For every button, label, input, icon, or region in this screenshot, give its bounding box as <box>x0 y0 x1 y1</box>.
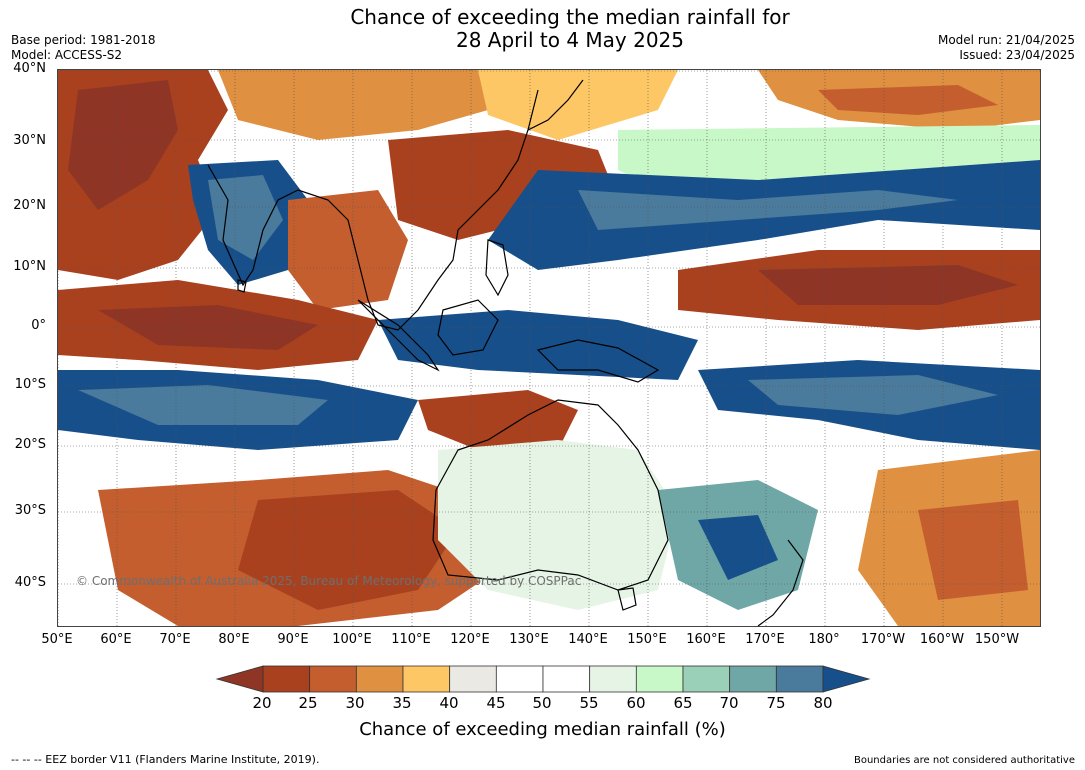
colorbar-segment <box>635 665 684 693</box>
colorbar-below-arrow <box>215 665 264 693</box>
lat-label-20n: 20°N <box>13 198 46 213</box>
colorbar-label: Chance of exceeding median rainfall (%) <box>359 719 726 740</box>
lon-label-80e: 80°E <box>218 632 250 647</box>
base-period: Base period: 1981-2018 <box>11 33 156 47</box>
colorbar-tick: 35 <box>392 694 412 712</box>
copyright-notice: © Commonwealth of Australia 2025, Bureau… <box>76 574 582 588</box>
issued-date: Issued: 23/04/2025 <box>959 48 1075 62</box>
australia-coastline <box>432 399 669 591</box>
lon-label-140e: 140°E <box>568 632 608 647</box>
lon-label-70e: 70°E <box>159 632 191 647</box>
lon-label-160e: 160°E <box>686 632 726 647</box>
lon-label-100e: 100°E <box>332 632 372 647</box>
colorbar-tick: 40 <box>439 694 459 712</box>
colorbar-segment <box>355 665 404 693</box>
colorbar-tick: 80 <box>813 694 833 712</box>
rainfall-field <box>58 70 1040 626</box>
colorbar-tick: 50 <box>532 694 552 712</box>
colorbar-tick: 75 <box>766 694 786 712</box>
lon-label-60e: 60°E <box>100 632 132 647</box>
lat-label-30s: 30°S <box>14 503 46 518</box>
map-title-line1: Chance of exceeding the median rainfall … <box>350 5 790 29</box>
lat-label-40s: 40°S <box>14 575 46 590</box>
colorbar-tick: 30 <box>345 694 365 712</box>
new-zealand-coastline <box>757 539 804 626</box>
sumatra-coastline <box>357 299 440 372</box>
colorbar-segment <box>309 665 357 693</box>
model-run: Model run: 21/04/2025 <box>937 33 1075 47</box>
philippines-coastline <box>485 239 509 297</box>
colorbar-segment <box>682 665 731 693</box>
colorbar-segment <box>775 665 824 693</box>
lon-label-50e: 50°E <box>41 632 73 647</box>
model-name: Model: ACCESS-S2 <box>11 48 123 62</box>
lat-label-10s: 10°S <box>14 377 46 392</box>
lat-label-30n: 30°N <box>13 133 46 148</box>
colorbar-tick: 65 <box>673 694 693 712</box>
japan-coastline <box>527 79 584 131</box>
tasmania-coastline <box>617 587 637 611</box>
colorbar-segment <box>402 665 451 693</box>
boundary-disclaimer: Boundaries are not considered authoritat… <box>853 755 1075 766</box>
colorbar-tick: 70 <box>719 694 739 712</box>
colorbar-segment <box>449 665 497 693</box>
map-title-line2: 28 April to 4 May 2025 <box>456 28 684 52</box>
lon-label-160w: 160°W <box>919 632 965 647</box>
lon-label-110e: 110°E <box>391 632 431 647</box>
lon-label-90e: 90°E <box>277 632 309 647</box>
rainfall-map <box>57 69 1041 627</box>
colorbar-segment <box>542 665 591 693</box>
lon-label-170e: 170°E <box>745 632 785 647</box>
lon-label-150w: 150°W <box>974 632 1020 647</box>
lon-label-130e: 130°E <box>509 632 549 647</box>
lat-label-0: 0° <box>31 318 46 333</box>
lat-label-40n: 40°N <box>13 61 46 76</box>
eez-legend: -- -- -- EEZ border V11 (Flanders Marine… <box>11 753 320 766</box>
colorbar-segment <box>589 665 637 693</box>
lat-label-10n: 10°N <box>13 259 46 274</box>
lon-label-170w: 170°W <box>860 632 906 647</box>
colorbar-tick: 55 <box>579 694 599 712</box>
lon-label-180: 180° <box>808 632 840 647</box>
colorbar-tick: 25 <box>298 694 318 712</box>
se-asia-coastline <box>297 89 539 331</box>
colorbar-tick: 60 <box>626 694 646 712</box>
lon-label-120e: 120°E <box>450 632 490 647</box>
colorbar-tick: 20 <box>252 694 272 712</box>
colorbar-segments <box>262 665 824 693</box>
india-coastline <box>207 164 299 287</box>
lon-label-150e: 150°E <box>627 632 667 647</box>
borneo-coastline <box>437 299 499 356</box>
colorbar-segment <box>495 665 544 693</box>
map-canvas <box>58 70 1040 626</box>
new-guinea-coastline <box>536 339 660 383</box>
coastlines <box>207 79 804 626</box>
colorbar-segment <box>262 665 311 693</box>
colorbar-segment <box>729 665 777 693</box>
colorbar-above-arrow <box>822 665 871 693</box>
lat-label-20s: 20°S <box>14 437 46 452</box>
colorbar-tick: 45 <box>486 694 506 712</box>
sri-lanka-coastline <box>237 279 247 293</box>
